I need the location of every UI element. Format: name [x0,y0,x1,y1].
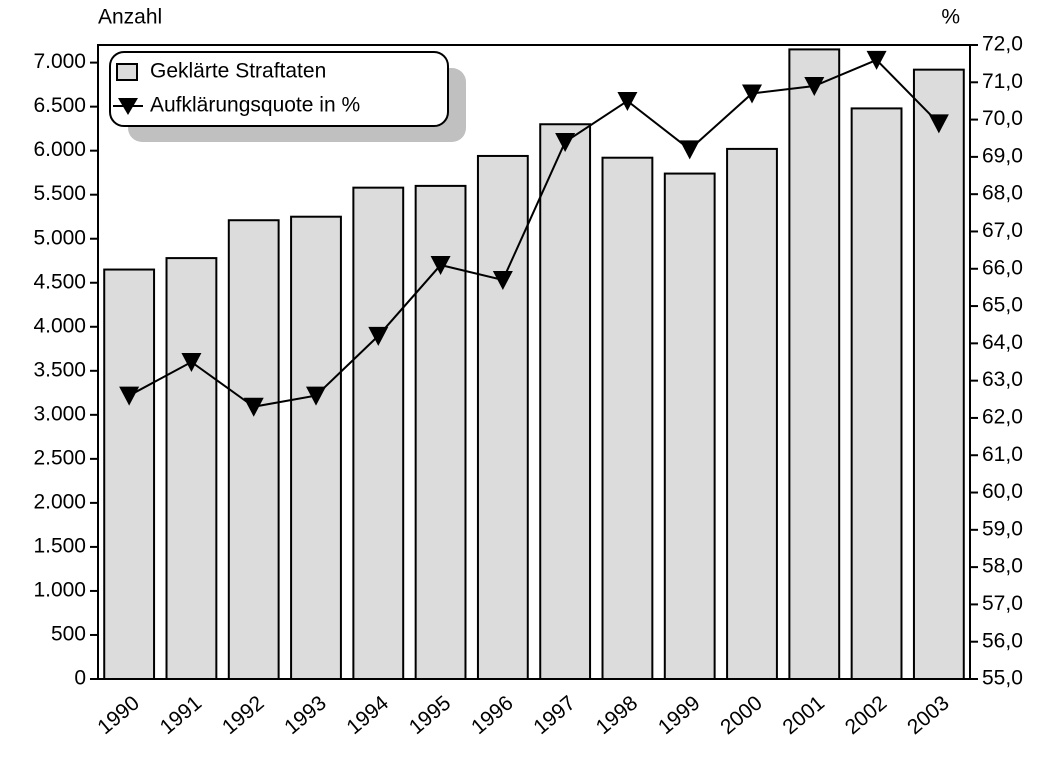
y2-tick-label: 66,0 [982,256,1023,279]
y2-tick-label: 68,0 [982,182,1023,205]
bar [539,123,592,680]
x-tick-label: 1990 [93,691,144,739]
y-tick-label: 2.500 [33,446,86,469]
line-marker [119,386,140,406]
line-marker [555,132,576,152]
y2-tick-label: 55,0 [982,667,1023,690]
legend: Geklärte Straftaten Aufklärungsquote in % [109,51,466,142]
line-marker [679,140,700,160]
bar [290,215,342,680]
bar [663,172,716,681]
bar [103,268,156,680]
y-tick-label: 5.000 [33,226,86,249]
bar [601,156,654,680]
y-tick-label: 1.500 [33,534,86,557]
y2-tick-label: 64,0 [982,331,1023,354]
x-tick-label: 1994 [342,691,393,739]
y2-tick-label: 72,0 [982,33,1023,56]
x-tick-label: 1999 [654,691,705,739]
bar [352,186,405,680]
y-tick-label: 3.500 [33,358,86,381]
legend-swatch [116,63,138,81]
x-tick-label: 1993 [280,691,331,739]
line-marker [804,77,825,97]
y-tick-label: 2.000 [33,490,86,513]
bar [850,107,903,680]
x-tick-label: 1998 [592,691,643,739]
y2-tick-label: 59,0 [982,517,1023,540]
y2-tick-label: 67,0 [982,219,1023,242]
y2-tick-label: 57,0 [982,592,1023,615]
legend-label: Geklärte Straftaten [150,60,326,83]
x-tick-label: 2001 [778,691,829,739]
y2-tick-label: 63,0 [982,368,1023,391]
y2-tick-label: 71,0 [982,70,1023,93]
bar [476,154,529,680]
bar [726,147,778,680]
plot-frame [97,44,971,680]
legend-marker [118,98,138,115]
y-tick-label: 7.000 [33,50,86,73]
y-tick-label: 5.500 [33,182,86,205]
x-tick-label: 1996 [467,691,518,739]
bar [788,48,841,681]
x-tick-label: 2002 [841,691,892,739]
line [128,58,940,408]
y2-tick-label: 58,0 [982,555,1023,578]
x-tick-label: 1997 [529,691,580,739]
x-tick-label: 1995 [405,691,456,739]
y-tick-label: 3.000 [33,402,86,425]
bar [912,68,965,680]
line-marker [866,50,887,70]
y-tick-label: 4.000 [33,314,86,337]
y2-tick-label: 69,0 [982,144,1023,167]
legend-box [109,51,449,127]
y-tick-label: 1.000 [33,578,86,601]
y2-tick-label: 61,0 [982,443,1023,466]
line-marker [306,386,326,406]
y2-tick-label: 70,0 [982,107,1023,130]
bar [165,257,218,680]
line-marker [368,326,389,346]
line-marker [243,397,264,417]
y2-axis-label: % [941,6,960,29]
x-tick-label: 1991 [156,691,207,739]
y-tick-label: 6.000 [33,138,86,161]
line-marker [492,270,513,290]
line-marker [617,91,638,111]
y2-tick-label: 60,0 [982,480,1023,503]
line-marker [430,256,451,276]
legend-label: Aufklärungsquote in % [150,94,360,117]
line-marker [742,84,762,104]
x-tick-label: 1992 [218,691,269,739]
y-axis-label: Anzahl [98,6,162,29]
y2-tick-label: 62,0 [982,405,1023,428]
y-tick-label: 4.500 [33,270,86,293]
line-marker [181,353,202,372]
y2-tick-label: 65,0 [982,294,1023,317]
y2-tick-label: 56,0 [982,629,1023,652]
x-tick-label: 2000 [716,691,767,739]
y-tick-label: 500 [51,623,86,646]
y-tick-label: 0 [74,667,86,690]
y-tick-label: 6.500 [33,94,86,117]
bar [227,219,280,680]
x-tick-label: 2003 [903,691,954,739]
line-marker [928,114,949,134]
